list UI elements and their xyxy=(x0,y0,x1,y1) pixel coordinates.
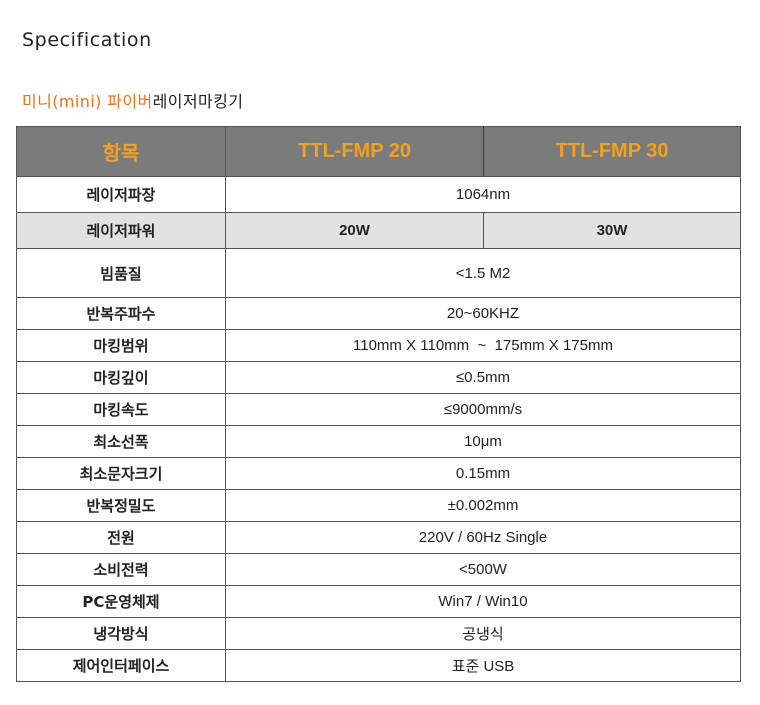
row-value: 공냉식 xyxy=(225,617,741,650)
row-value: ≤0.5mm xyxy=(225,361,741,394)
row-label: 제어인터페이스 xyxy=(16,649,226,682)
row-value: 20~60KHZ xyxy=(225,297,741,330)
row-value: Win7 / Win10 xyxy=(225,585,741,618)
row-value: <1.5 M2 xyxy=(225,248,741,298)
row-value: 1064nm xyxy=(225,176,741,213)
row-value: ≤9000mm/s xyxy=(225,393,741,426)
table-header-row: 항목 TTL-FMP 20 TTL-FMP 30 xyxy=(16,126,741,177)
row-label: 반복정밀도 xyxy=(16,489,226,522)
row-value-a: 20W xyxy=(225,212,484,249)
table-row: 마킹범위 110mm X 110mm ~ 175mm X 175mm xyxy=(16,329,741,362)
table-row: PC운영체제 Win7 / Win10 xyxy=(16,585,741,618)
table-row: 제어인터페이스 표준 USB xyxy=(16,649,741,682)
row-value: ±0.002mm xyxy=(225,489,741,522)
row-label: PC운영체제 xyxy=(16,585,226,618)
row-label: 마킹깊이 xyxy=(16,361,226,394)
row-label: 전원 xyxy=(16,521,226,554)
table-row: 소비전력 <500W xyxy=(16,553,741,586)
row-value-b: 30W xyxy=(483,212,741,249)
row-value: 0.15mm xyxy=(225,457,741,490)
header-item: 항목 xyxy=(16,126,226,177)
row-label: 냉각방식 xyxy=(16,617,226,650)
row-value: 표준 USB xyxy=(225,649,741,682)
row-label: 마킹범위 xyxy=(16,329,226,362)
row-label: 레이저파장 xyxy=(16,176,226,213)
product-title: 미니(mini) 파이버레이저마킹기 xyxy=(22,88,243,112)
row-label: 레이저파워 xyxy=(16,212,226,249)
product-title-accent: 미니(mini) 파이버 xyxy=(22,92,153,111)
header-model-b: TTL-FMP 30 xyxy=(483,126,741,177)
page-heading: Specification xyxy=(22,29,152,51)
spec-table: 항목 TTL-FMP 20 TTL-FMP 30 레이저파장 1064nm 레이… xyxy=(16,126,741,682)
table-row: 전원 220V / 60Hz Single xyxy=(16,521,741,554)
row-label: 최소선폭 xyxy=(16,425,226,458)
row-value: <500W xyxy=(225,553,741,586)
table-row: 냉각방식 공냉식 xyxy=(16,617,741,650)
table-row: 반복정밀도 ±0.002mm xyxy=(16,489,741,522)
product-title-rest: 레이저마킹기 xyxy=(152,92,244,111)
table-row: 마킹속도 ≤9000mm/s xyxy=(16,393,741,426)
table-row: 최소선폭 10μm xyxy=(16,425,741,458)
row-value: 220V / 60Hz Single xyxy=(225,521,741,554)
table-row: 레이저파워 20W 30W xyxy=(16,212,741,249)
table-row: 빔품질 <1.5 M2 xyxy=(16,248,741,298)
header-model-a: TTL-FMP 20 xyxy=(225,126,484,177)
row-label: 마킹속도 xyxy=(16,393,226,426)
table-row: 반복주파수 20~60KHZ xyxy=(16,297,741,330)
row-value: 10μm xyxy=(225,425,741,458)
row-label: 최소문자크기 xyxy=(16,457,226,490)
table-row: 최소문자크기 0.15mm xyxy=(16,457,741,490)
row-label: 소비전력 xyxy=(16,553,226,586)
table-row: 마킹깊이 ≤0.5mm xyxy=(16,361,741,394)
table-row: 레이저파장 1064nm xyxy=(16,176,741,213)
row-label: 반복주파수 xyxy=(16,297,226,330)
row-label: 빔품질 xyxy=(16,248,226,298)
row-value: 110mm X 110mm ~ 175mm X 175mm xyxy=(225,329,741,362)
